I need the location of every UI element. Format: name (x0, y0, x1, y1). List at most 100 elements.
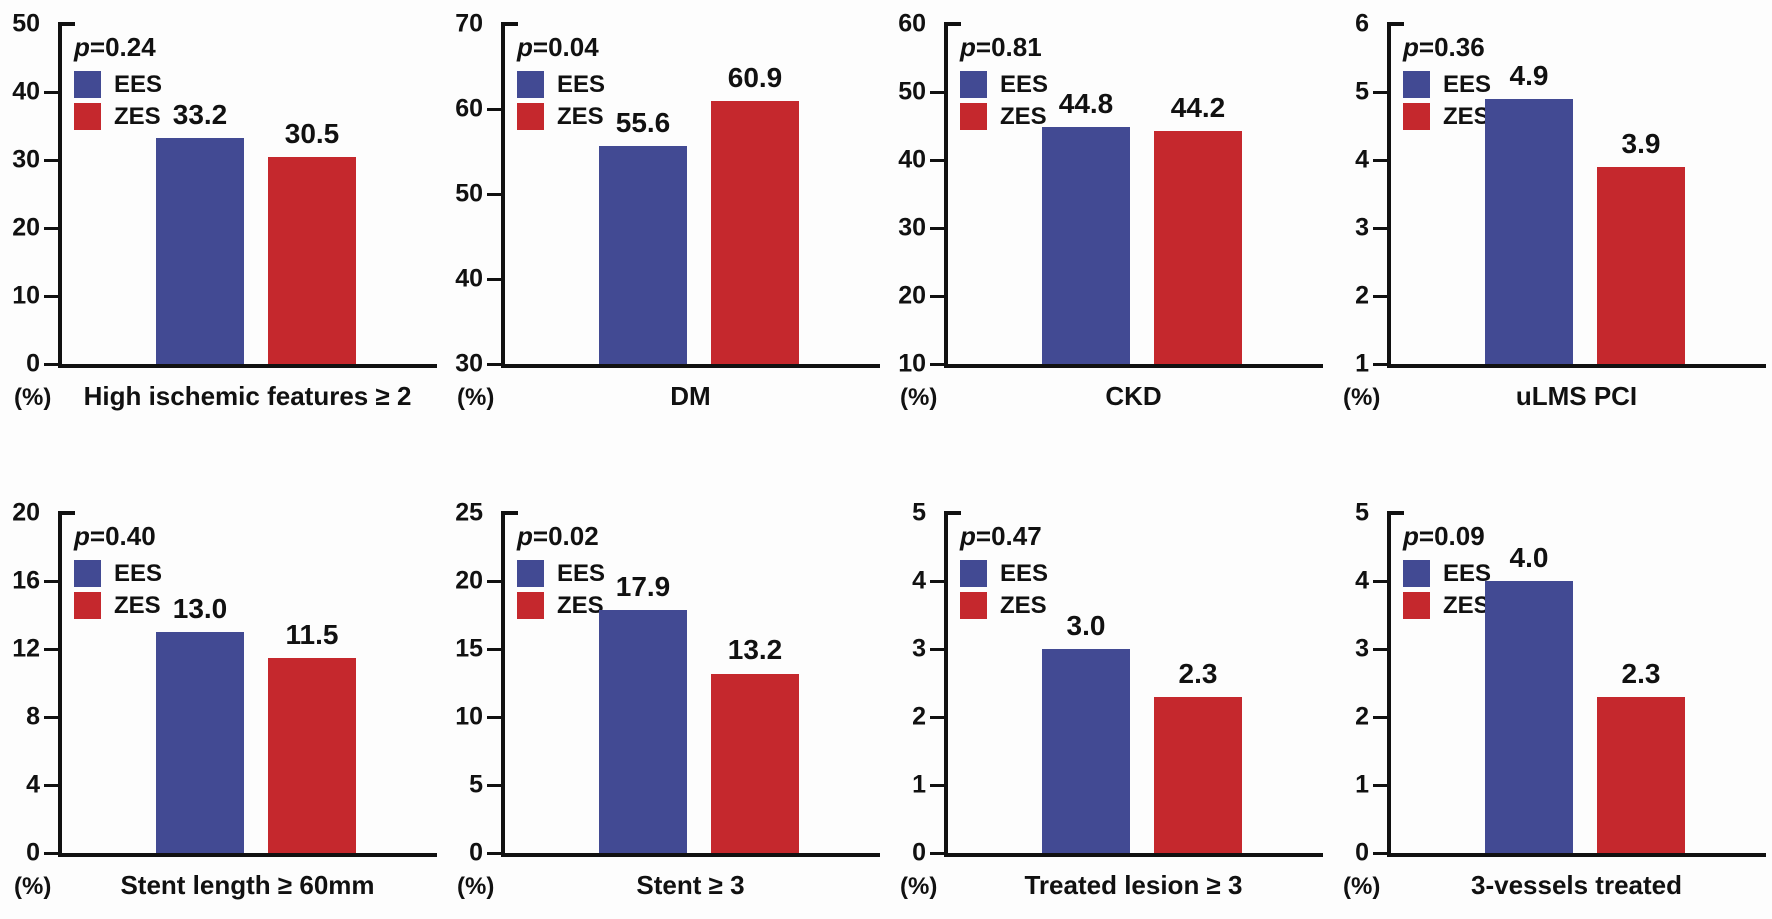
bar-ees (156, 632, 244, 853)
plot-area: 30 40 50 60 70 p=0.04 EES ZES 55.6 60.9 (455, 11, 880, 376)
y-axis-unit-label: (%) (14, 873, 52, 900)
p-symbol: p (74, 521, 90, 551)
y-tick-label: 4 (912, 566, 926, 595)
y-tick-mark (487, 783, 501, 787)
bar-zes (1154, 696, 1242, 853)
chart-title: Treated lesion ≥ 3 (1024, 870, 1243, 900)
legend-swatch-icon (1403, 103, 1430, 130)
bar-zes (711, 673, 799, 853)
stats-legend-block: p=0.04 EES ZES (517, 32, 605, 135)
legend-item: EES (74, 560, 162, 587)
y-tick-label: 2 (1355, 702, 1369, 731)
chart-7: 0 1 2 3 4 5 p=0.47 EES ZES 3.0 2.3 (%) Treated… (886, 430, 1329, 919)
legend-label: EES (557, 71, 606, 98)
y-tick-mark (487, 715, 501, 719)
bar-zes (1597, 166, 1685, 364)
legend-item: ZES (1403, 103, 1491, 130)
bar-zes (1154, 131, 1242, 364)
legend-swatch-icon (960, 592, 987, 619)
chart-title: Stent ≥ 3 (636, 870, 745, 900)
y-tick-mark (930, 226, 944, 230)
x-axis-title-row: (%) CKD (886, 368, 1329, 430)
p-value: p=0.47 (960, 521, 1042, 551)
y-tick-mark (1373, 90, 1387, 94)
y-tick-label: 0 (912, 838, 926, 867)
legend-label: ZES (1000, 592, 1047, 619)
legend: EES ZES (517, 71, 605, 130)
legend-item: EES (74, 71, 162, 98)
y-tick-mark (44, 715, 58, 719)
y-axis-unit-label: (%) (900, 384, 938, 411)
p-symbol: p (74, 32, 90, 62)
bar-ees (599, 609, 687, 853)
y-tick-label: 1 (1355, 770, 1369, 799)
y-tick-label: 5 (1355, 77, 1369, 106)
legend-item: ZES (74, 103, 162, 130)
y-tick-label: 40 (898, 145, 926, 174)
y-axis-unit-label: (%) (900, 873, 938, 900)
y-axis-cap (501, 22, 518, 26)
stats-legend-block: p=0.24 EES ZES (74, 32, 162, 135)
stats-legend-block: p=0.81 EES ZES (960, 32, 1048, 135)
legend-item: EES (1403, 560, 1491, 587)
y-axis-unit-label: (%) (1343, 873, 1381, 900)
bar-value-label: 44.8 (1058, 88, 1114, 120)
y-tick-mark (930, 579, 944, 583)
y-tick-mark (1373, 851, 1387, 855)
y-axis-cap (944, 511, 961, 515)
y-tick-label: 50 (455, 179, 483, 208)
y-tick-mark (930, 783, 944, 787)
y-tick-mark (930, 647, 944, 651)
y-tick-label: 5 (1355, 498, 1369, 527)
y-axis-cap (1387, 511, 1404, 515)
bar-value-label: 60.9 (727, 62, 783, 94)
legend: EES ZES (960, 71, 1048, 130)
y-tick-mark (487, 362, 501, 366)
y-tick-label: 30 (12, 145, 40, 174)
bar-zes (711, 101, 799, 364)
bar-ees (1042, 649, 1130, 853)
p-value: p=0.02 (517, 521, 599, 551)
y-tick-label: 2 (912, 702, 926, 731)
legend-item: EES (960, 71, 1048, 98)
bar-zes (268, 657, 356, 853)
legend-swatch-icon (74, 592, 101, 619)
y-tick-mark (1373, 158, 1387, 162)
y-axis-unit-label: (%) (457, 384, 495, 411)
bar-value-label: 4.0 (1509, 542, 1549, 573)
y-tick-label: 6 (1355, 9, 1369, 38)
legend-swatch-icon (1403, 592, 1430, 619)
y-tick-mark (1373, 226, 1387, 230)
stats-legend-block: p=0.36 EES ZES (1403, 32, 1491, 135)
y-axis-unit-label: (%) (14, 384, 52, 411)
legend-swatch-icon (517, 71, 544, 98)
plot-area: 0 4 8 12 16 20 p=0.40 EES ZES 13.0 11.5 (12, 500, 437, 865)
bar-value-label: 13.0 (172, 593, 228, 624)
chart-title: High ischemic features ≥ 2 (83, 381, 412, 411)
legend-item: EES (517, 560, 605, 587)
y-tick-mark (44, 783, 58, 787)
legend-item: ZES (517, 103, 605, 130)
bar-ees (599, 146, 687, 364)
legend: EES ZES (1403, 71, 1491, 130)
y-tick-label: 5 (912, 498, 926, 527)
x-axis-title-row: (%) Stent length ≥ 60mm (0, 857, 443, 919)
x-axis-title-row: (%) High ischemic features ≥ 2 (0, 368, 443, 430)
legend-swatch-icon (960, 560, 987, 587)
legend-label: EES (1000, 71, 1049, 98)
chart-title: 3-vessels treated (1470, 870, 1683, 900)
y-tick-mark (1373, 783, 1387, 787)
legend-label: EES (114, 71, 163, 98)
y-tick-label: 60 (455, 94, 483, 123)
legend-swatch-icon (517, 592, 544, 619)
y-tick-label: 70 (455, 9, 483, 38)
y-tick-mark (487, 851, 501, 855)
chart-6: 0 5 10 15 20 25 p=0.02 EES ZES 17.9 13.2 (%) S… (443, 430, 886, 919)
y-tick-mark (44, 647, 58, 651)
y-tick-label: 60 (898, 9, 926, 38)
legend-item: EES (1403, 71, 1491, 98)
y-tick-mark (1373, 647, 1387, 651)
plot-area: 0 1 2 3 4 5 p=0.47 EES ZES 3.0 2.3 (912, 500, 1323, 865)
legend-swatch-icon (960, 103, 987, 130)
chart-2: 30 40 50 60 70 p=0.04 EES ZES 55.6 60.9 (%) D… (443, 0, 886, 430)
